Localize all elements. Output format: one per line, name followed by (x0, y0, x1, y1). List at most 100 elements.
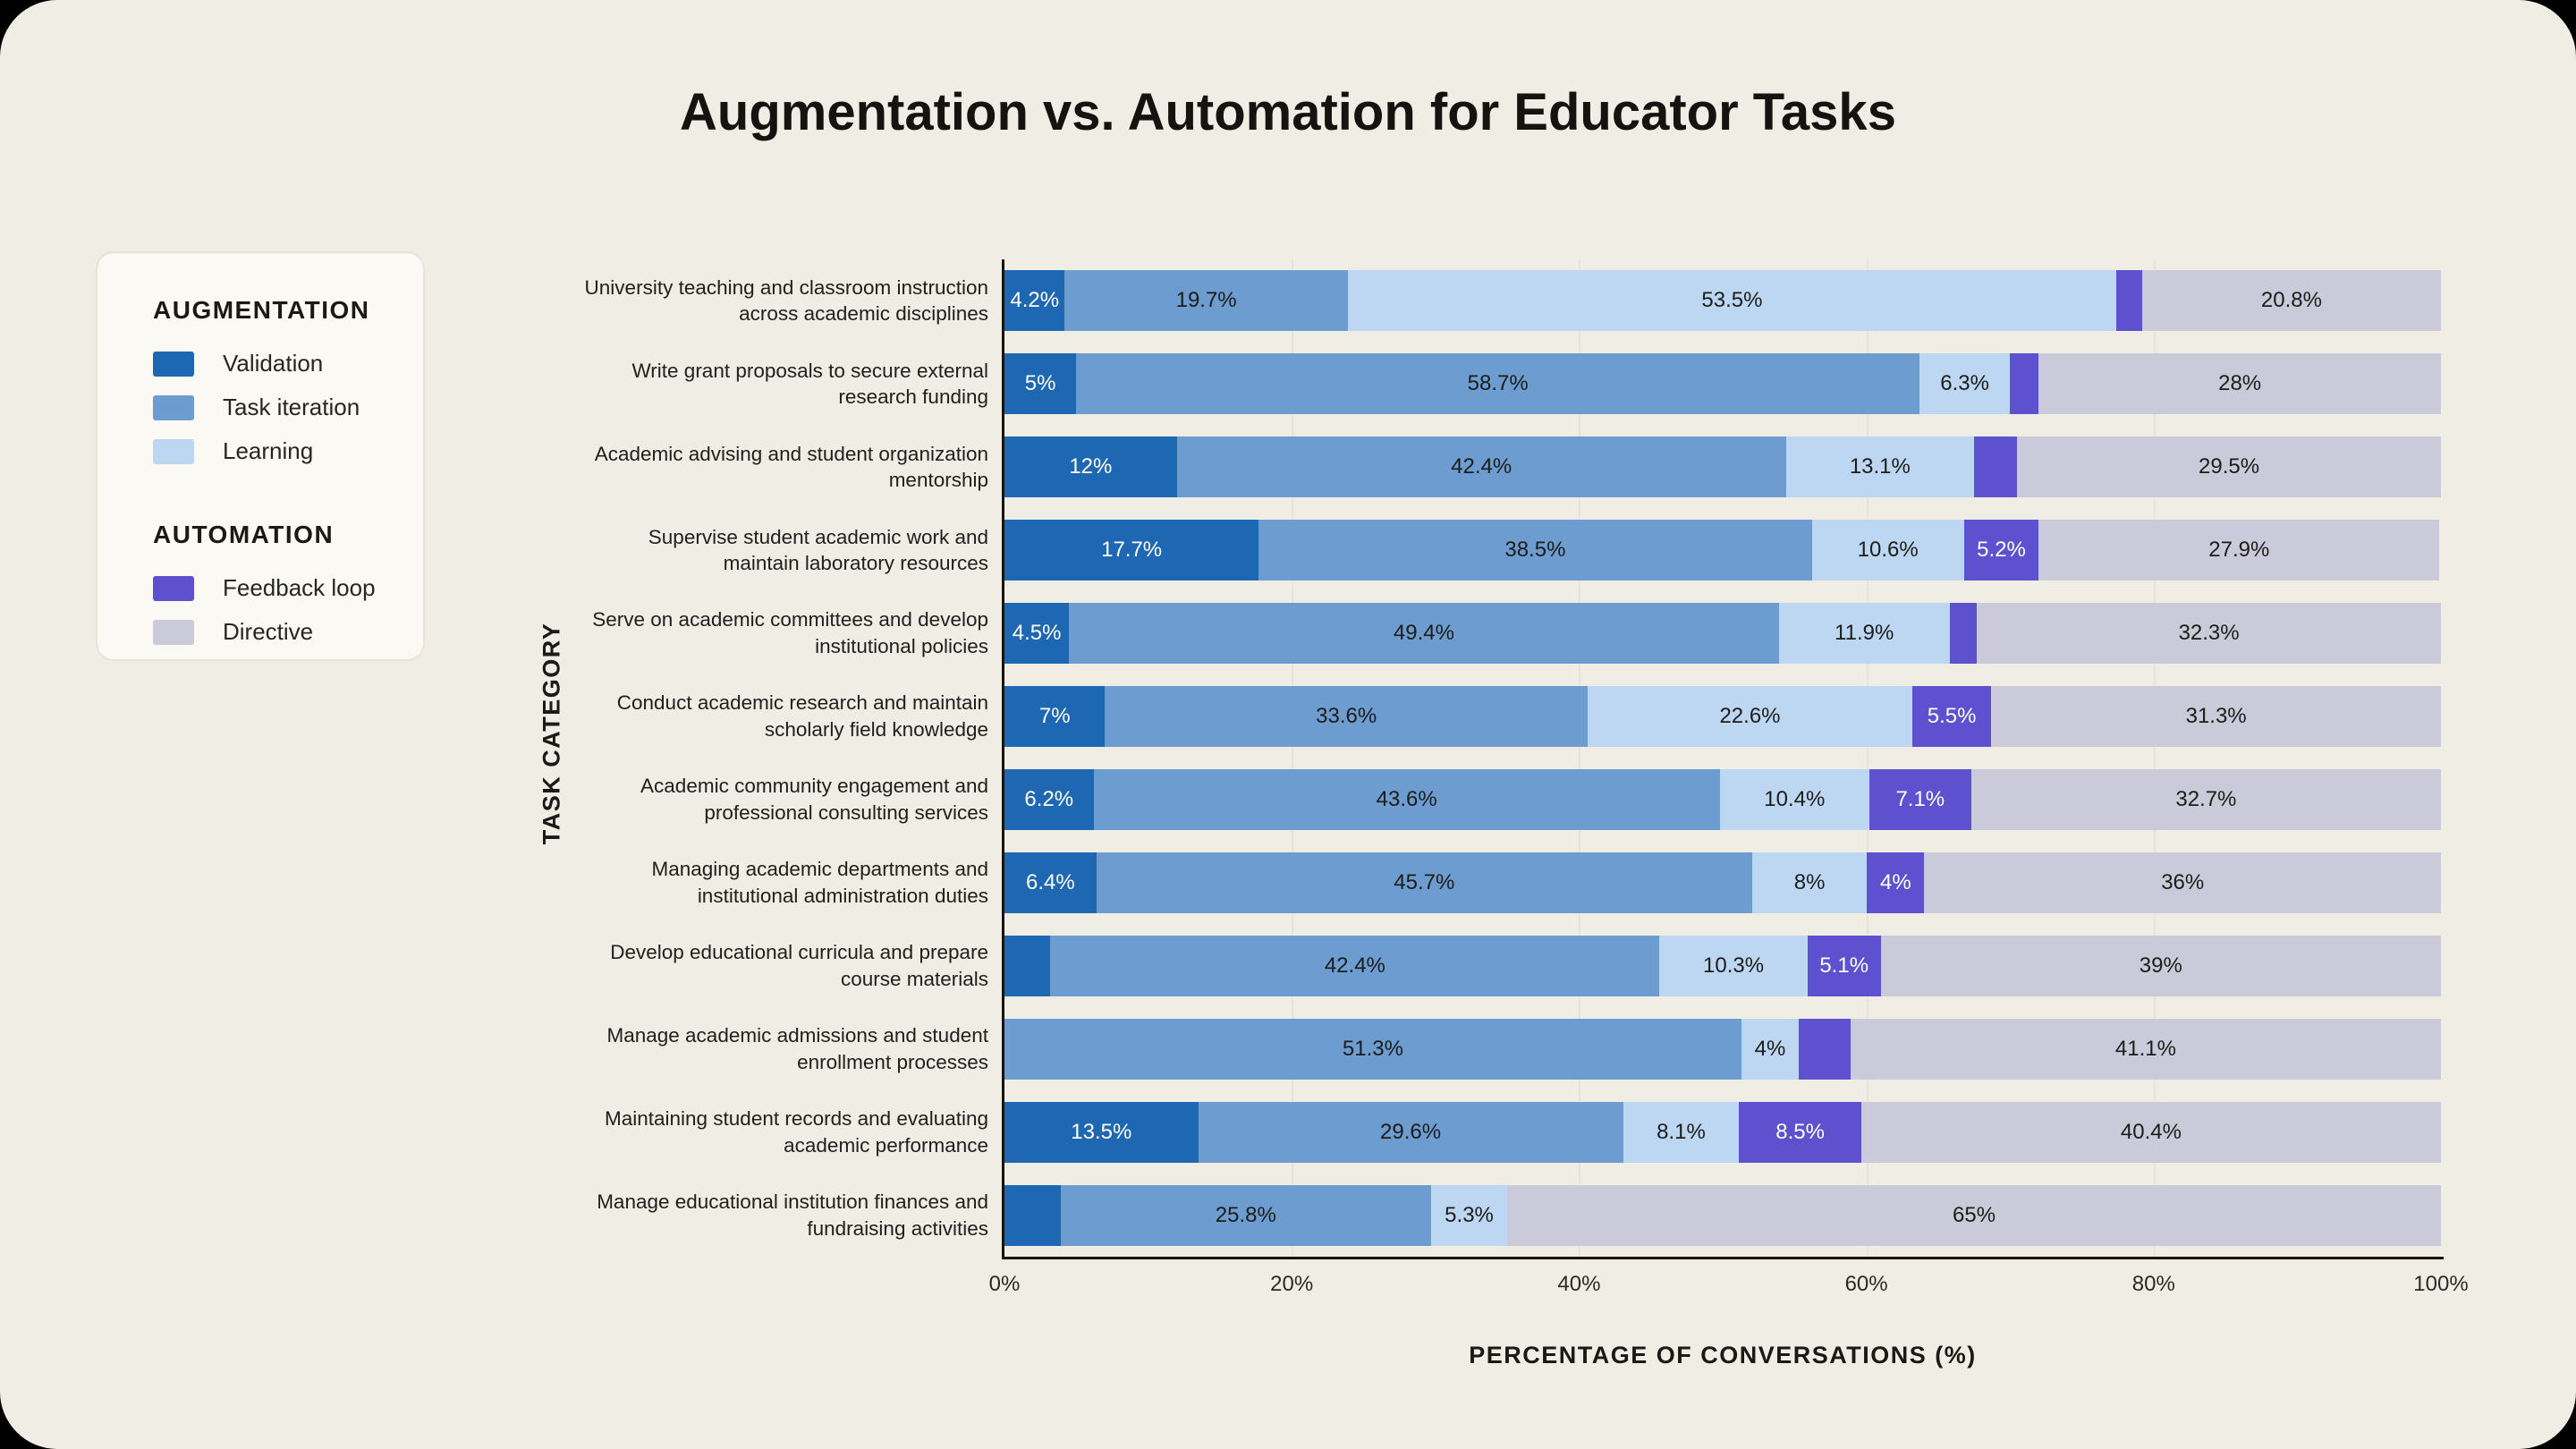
stacked-bar: 6.4% 45.7% 8% 4% 36% (1004, 852, 2441, 913)
legend-group-title: AUTOMATION (153, 521, 335, 548)
legend-item-directive: Directive (153, 618, 396, 646)
bar-segment-value: 33.6% (1316, 704, 1377, 729)
category-label: Write grant proposals to secure external… (631, 359, 988, 409)
bar-segment-value: 6.3% (1940, 371, 1989, 396)
bar-row: 51.3% 4% 41.1% (1004, 1007, 2441, 1090)
plot-area: 4.2% 19.7% 53.5% 20.8% 5% 58.7% 6.3% 28% 12% 42.4… (1004, 259, 2441, 1257)
bar-row: 6.2% 43.6% 10.4% 7.1% 32.7% (1004, 758, 2441, 842)
bar-segment-value: 6.4% (1025, 869, 1075, 894)
bar-segment-learning: 10.4% (1719, 768, 1869, 830)
bar-segment-value: 36% (2161, 869, 2205, 894)
bar-segment-directive: 31.3% (1991, 686, 2441, 748)
bar-segment-task-iteration: 42.4% (1050, 935, 1660, 996)
bar-segment-value: 27.9% (2208, 538, 2270, 563)
bar-segment-feedback-loop (2010, 353, 2039, 415)
bar-segment-validation: 5% (1004, 353, 1077, 415)
bar-segment-value: 5% (1024, 371, 1056, 396)
bar-segment-directive: 20.8% (2141, 270, 2441, 332)
legend-item-label: Learning (223, 437, 314, 464)
page-title: Augmentation vs. Automation for Educator… (680, 83, 1896, 141)
bar-segment-task-iteration: 45.7% (1096, 852, 1752, 913)
bar-segment-directive: 32.3% (1977, 603, 2441, 665)
category-label: Serve on academic committees and develop… (592, 608, 988, 658)
bar-segment-value: 38.5% (1504, 538, 1566, 563)
bar-segment-value: 4% (1879, 869, 1911, 894)
bar-segment-value: 7% (1038, 704, 1071, 729)
bar-segment-validation: 13.5% (1004, 1101, 1199, 1163)
bar-segment-value: 8.1% (1657, 1119, 1706, 1144)
bar-segment-feedback-loop (1949, 603, 1978, 665)
legend-swatch-directive (153, 619, 194, 645)
x-tick-label-20: 20% (1270, 1272, 1314, 1296)
legend-group-title: AUGMENTATION (153, 296, 370, 324)
bar-segment-value: 40.4% (2120, 1119, 2182, 1144)
bar-segment-value: 5.2% (1977, 538, 2026, 563)
bar-segment-value: 29.6% (1380, 1119, 1442, 1144)
bar-segment-value: 51.3% (1342, 1036, 1403, 1061)
bar-segment-learning: 6.3% (1919, 353, 2011, 415)
bar-segment-learning: 13.1% (1785, 436, 1975, 498)
x-tick-label-80: 80% (2131, 1272, 2175, 1296)
bar-segment-directive: 32.7% (1970, 768, 2441, 830)
category-labels-column: University teaching and classroom instru… (581, 259, 988, 1257)
y-axis-line (1002, 259, 1004, 1259)
stacked-bar: 6.2% 43.6% 10.4% 7.1% 32.7% (1004, 768, 2441, 830)
bar-segment-feedback-loop: 7.1% (1868, 768, 1971, 830)
bar-segment-value: 11.9% (1835, 621, 1894, 646)
x-tick-label-100: 100% (2413, 1272, 2469, 1296)
legend-swatch-task-iteration (153, 394, 194, 420)
bar-segment-directive: 28% (2038, 353, 2441, 415)
bar-segment-value: 7.1% (1895, 786, 1945, 811)
bar-segment-directive: 41.1% (1850, 1018, 2441, 1080)
bar-segment-learning: 4% (1741, 1018, 1800, 1080)
bar-segment-value: 13.1% (1849, 454, 1911, 479)
stacked-bar: 17.7% 38.5% 10.6% 5.2% 27.9% (1004, 520, 2441, 581)
category-label: Conduct academic research and maintain s… (616, 691, 988, 741)
bar-segment-value: 10.4% (1764, 786, 1826, 811)
gridline-60 (1866, 259, 1868, 1257)
bar-segment-learning: 8.1% (1623, 1101, 1740, 1163)
bar-segment-value: 20.8% (2260, 288, 2322, 313)
bar-segment-directive: 29.5% (2017, 436, 2441, 498)
bar-segment-directive: 65% (1507, 1184, 2441, 1246)
bar-segment-value: 42.4% (1451, 454, 1513, 479)
bar-segment-feedback-loop (1799, 1018, 1851, 1080)
bar-row: 5% 58.7% 6.3% 28% (1004, 343, 2441, 426)
x-tick-label-60: 60% (1844, 1272, 1888, 1296)
y-axis-title: TASK CATEGORY (538, 622, 565, 845)
bar-segment-validation: 4.2% (1004, 270, 1065, 332)
bar-segment-value: 25.8% (1215, 1202, 1276, 1227)
bar-segment-learning: 10.6% (1811, 520, 1964, 581)
bar-segment-task-iteration: 51.3% (1004, 1018, 1741, 1080)
bar-segment-validation: 4.5% (1004, 603, 1070, 665)
bar-segment-directive: 36% (1924, 852, 2441, 913)
stacked-bar: 4.5% 49.4% 11.9% 32.3% (1004, 603, 2441, 665)
bar-segment-value: 5.5% (1927, 704, 1977, 729)
bar-segment-value: 8.5% (1775, 1119, 1825, 1144)
bar-segment-learning: 8% (1751, 852, 1868, 913)
bar-segment-value: 8% (1793, 869, 1826, 894)
category-label: Academic community engagement and profes… (640, 775, 988, 824)
bar-row: 12% 42.4% 13.1% 29.5% (1004, 426, 2441, 509)
legend-item-feedback-loop: Feedback loop (153, 574, 396, 602)
bar-row: 7% 33.6% 22.6% 5.5% 31.3% (1004, 675, 2441, 758)
bar-segment-validation: 12% (1004, 436, 1177, 498)
bar-segment-directive: 40.4% (1860, 1101, 2441, 1163)
bar-segment-validation: 17.7% (1004, 520, 1259, 581)
legend-item-label: Feedback loop (223, 574, 376, 601)
bar-segment-value: 10.6% (1857, 538, 1919, 563)
bar-segment-directive: 39% (1880, 935, 2441, 996)
stacked-bar: 42.4% 10.3% 5.1% 39% (1004, 935, 2441, 996)
bar-segment-value: 4% (1754, 1036, 1786, 1061)
bar-row: 4.2% 19.7% 53.5% 20.8% (1004, 259, 2441, 343)
legend-item-validation: Validation (153, 350, 396, 377)
stacked-bar: 25.8% 5.3% 65% (1004, 1184, 2441, 1246)
bar-segment-feedback-loop: 5.5% (1911, 686, 1992, 748)
legend-item-task-iteration: Task iteration (153, 394, 396, 421)
bar-row: 42.4% 10.3% 5.1% 39% (1004, 924, 2441, 1007)
category-label: Develop educational curricula and prepar… (610, 941, 988, 990)
bar-segment-validation (1004, 1184, 1061, 1246)
legend-swatch-feedback-loop (153, 575, 194, 601)
bar-segment-feedback-loop: 5.2% (1963, 520, 2039, 581)
bar-segment-task-iteration: 25.8% (1060, 1184, 1431, 1246)
